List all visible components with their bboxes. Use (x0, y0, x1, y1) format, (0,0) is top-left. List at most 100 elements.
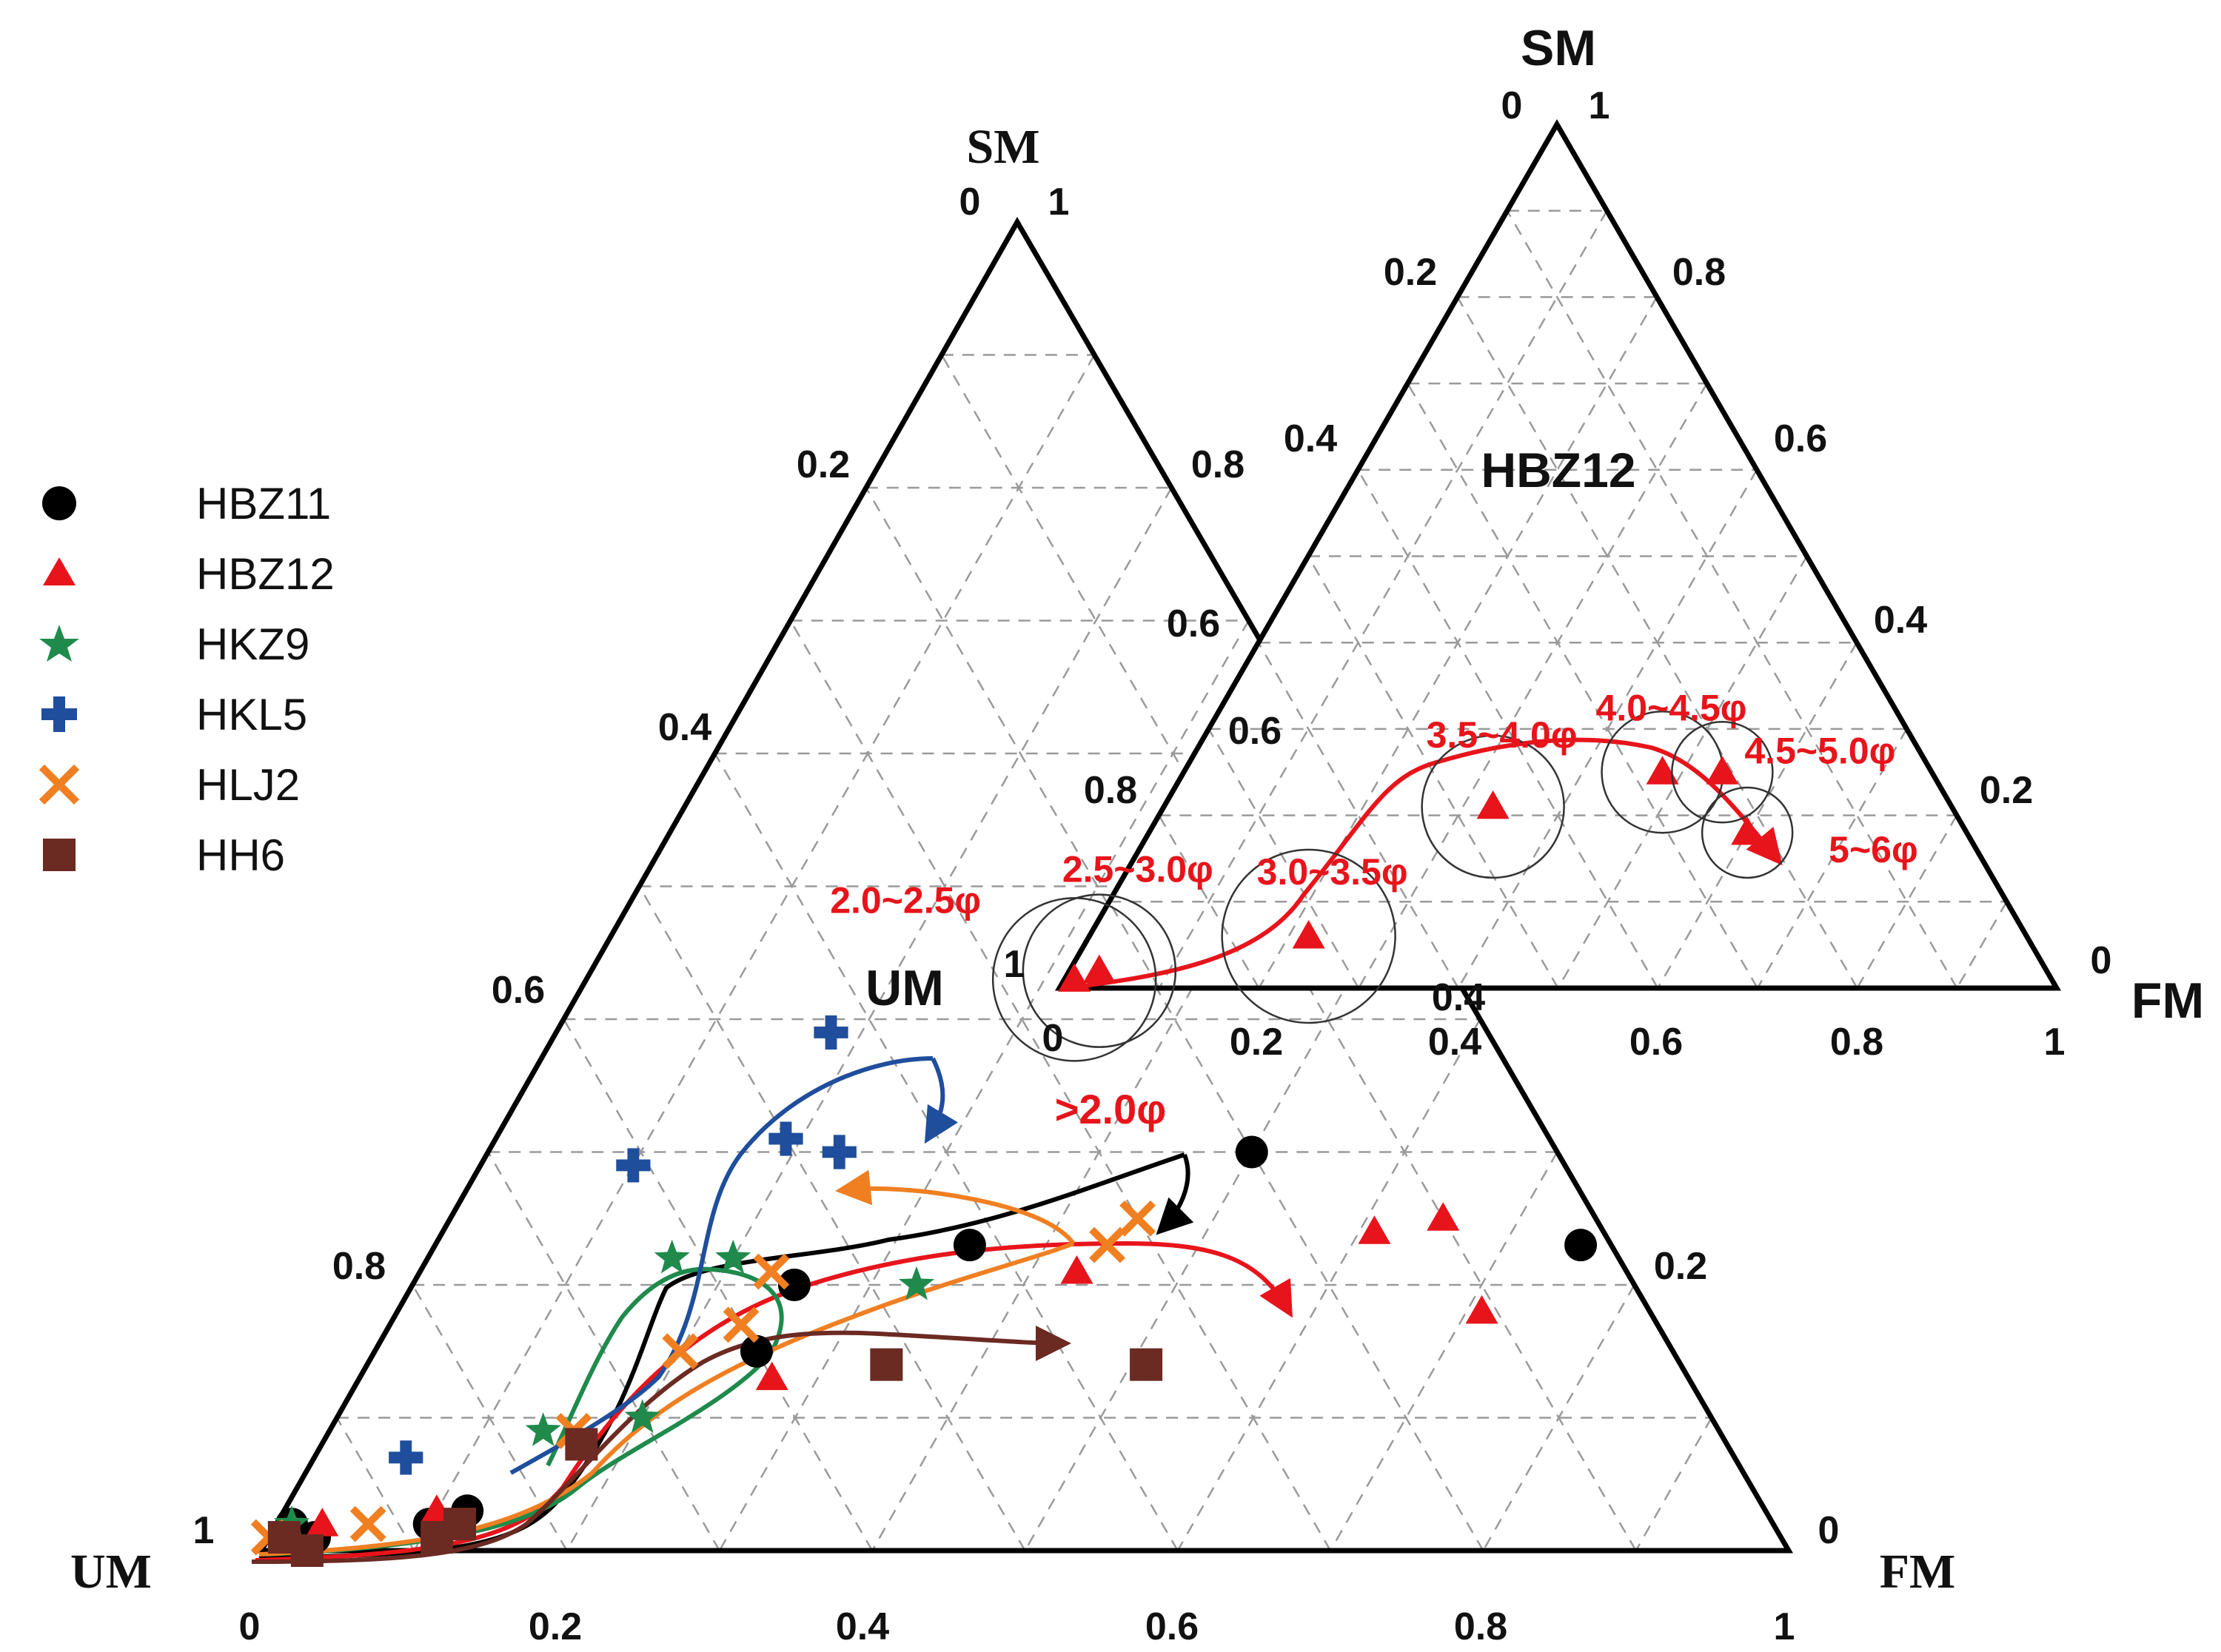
inset-corner-value: 1 (1004, 943, 1025, 986)
grid-line (1956, 901, 2008, 989)
hkz9-point (624, 1399, 660, 1433)
grid-line (1158, 210, 1608, 989)
legend-label: HH6 (196, 830, 286, 880)
hkz9-point (654, 1239, 690, 1274)
inset-bottom-tick-label: 0.2 (1230, 1021, 1283, 1064)
inset-corner-value: 1 (1589, 84, 1610, 127)
main-right-tick-label: 0.4 (1432, 976, 1485, 1019)
hkz9-point (898, 1266, 935, 1300)
main-apex-label-fm: FM (1880, 1545, 1956, 1599)
hlj2-point (662, 1333, 699, 1370)
inset-apex-label-fm: FM (2131, 973, 2204, 1029)
inset-right-tick-label: 0.4 (1874, 599, 1927, 642)
hbz11-point (740, 1334, 773, 1368)
inset-ternary (1054, 118, 2062, 991)
main-left-tick-label: 0.6 (492, 969, 545, 1012)
inset-bottom-tick-label: 1 (2044, 1021, 2066, 1064)
legend-label: HKZ9 (196, 620, 310, 669)
legend-label: HKL5 (196, 690, 308, 739)
main-left-tick-label: 0.4 (658, 706, 711, 749)
inset-corner-value: 0 (1042, 1017, 1064, 1060)
hbz11-point (1564, 1229, 1598, 1262)
main-bottom-tick-label: 0 (239, 1605, 261, 1648)
hkl5-trend-curve (509, 1056, 934, 1475)
main-right-tick-label: 0.2 (1654, 1245, 1707, 1288)
hbz11-arrow (1156, 1153, 1194, 1235)
hbz12-point (1427, 1202, 1460, 1231)
hbz12-point (1060, 1255, 1093, 1284)
hkl5-point (768, 1121, 803, 1156)
legend-label: HLJ2 (196, 760, 301, 810)
inset-left-tick-label: 0.8 (1084, 769, 1137, 812)
legend-marker-circle (42, 486, 76, 520)
hkz9-point (715, 1239, 751, 1274)
main-bottom-tick-label: 0.6 (1145, 1605, 1199, 1648)
hkl5-point (616, 1148, 651, 1183)
inset-bottom-tick-label: 0.8 (1830, 1021, 1883, 1064)
inset-right-tick-label: 0.8 (1672, 251, 1726, 294)
grid-line (1457, 469, 1758, 989)
hkz9-point (525, 1412, 561, 1446)
inset-bottom-tick-label: 0.4 (1428, 1021, 1481, 1064)
grid-line (1482, 1284, 1635, 1551)
hlj2-point (349, 1505, 386, 1542)
legend-marker-star (39, 625, 79, 662)
hh6-point (1130, 1348, 1163, 1381)
inset-apex-label-sm: SM (1521, 20, 1596, 76)
inset-size-circle (1701, 786, 1794, 879)
hlj2-point (753, 1253, 790, 1290)
inset-left-tick-label: 0.6 (1167, 602, 1220, 645)
grid-line (1756, 728, 1908, 989)
grid-line (1506, 210, 1958, 989)
inset-size-circle (1221, 848, 1396, 1024)
grid-line (1158, 814, 1260, 989)
legend-label: HBZ12 (196, 549, 335, 599)
inset-right-tick-label: 0.6 (1774, 417, 1827, 460)
legend-marker-triangle (43, 557, 76, 585)
grid-line (1257, 642, 1459, 989)
hbz12-inset-point (1476, 790, 1510, 819)
main-apex-label-um: UM (70, 1545, 152, 1599)
inset-bottom-tick-label: 0.6 (1629, 1021, 1683, 1064)
main-left-tick-label: 0.2 (797, 443, 850, 486)
main-data-points (250, 1015, 1598, 1567)
hbz12-inset-point (1646, 756, 1679, 785)
hkl5-point (814, 1015, 848, 1050)
hbz11-point (1235, 1135, 1268, 1169)
hbz12-inset-point (1292, 919, 1325, 949)
hkl5-point (822, 1135, 857, 1169)
grid-line (638, 885, 1026, 1551)
grid-line (865, 487, 1484, 1551)
hbz11-point (777, 1269, 811, 1301)
legend-marker-square (43, 839, 76, 871)
main-left-tick-label: 0.8 (332, 1245, 386, 1288)
inset-fraction-label: 3.0~3.5φ (1257, 851, 1408, 893)
main-corner-value: 1 (1048, 181, 1070, 224)
main-bottom-tick-label: 0.4 (836, 1605, 889, 1648)
inset-apex-label-um: UM (865, 960, 944, 1016)
inset-size-circle (1671, 721, 1774, 824)
inset-fraction-label: 4.5~5.0φ (1744, 730, 1895, 771)
hh6-point (565, 1428, 598, 1461)
inset-data-points: 2.0~2.5φ2.5~3.0φ 3.0~3.5φ3.5~4.0φ4.0~4.5φ… (830, 687, 1918, 1062)
grid-line (1307, 555, 1559, 989)
grid-line (1330, 1151, 1558, 1551)
inset-fraction-label: 2.0~2.5φ (830, 879, 981, 921)
grid-line (1024, 885, 1404, 1551)
inset-title: HBZ12 (1481, 443, 1635, 497)
grid-line (718, 620, 1250, 1551)
hkz9-trend-curve (266, 1266, 784, 1557)
grid-line (789, 620, 1332, 1551)
grid-line (1207, 728, 1360, 989)
hbz12-point (1465, 1295, 1498, 1324)
grid-line (1407, 383, 1758, 989)
hbz12-inset-point (1058, 963, 1091, 992)
main-annotation-label: >2.0φ (1055, 1086, 1167, 1132)
main-right-tick-label: 0.8 (1191, 443, 1245, 486)
inset-right-tick-label: 0.2 (1980, 769, 2033, 812)
grid-line (336, 1417, 415, 1551)
inset-left-tick-label: 0.4 (1284, 417, 1337, 460)
hbz12-inset-point (1082, 954, 1116, 984)
